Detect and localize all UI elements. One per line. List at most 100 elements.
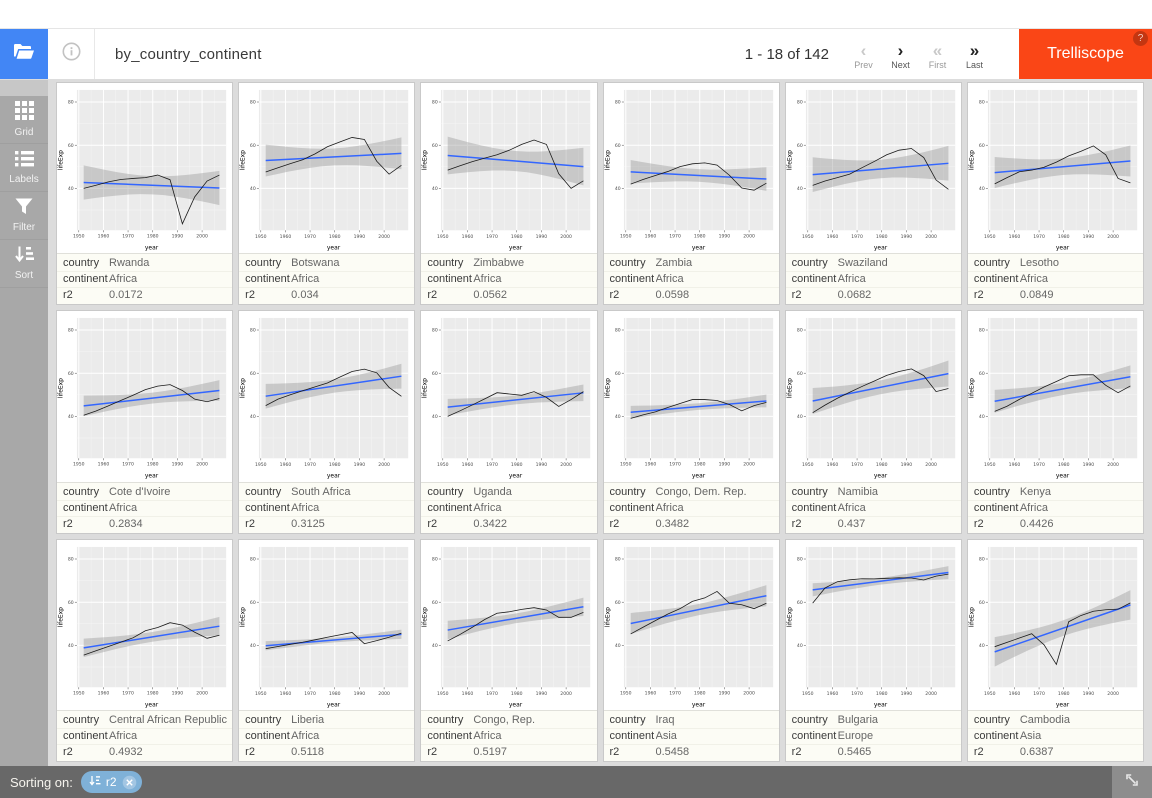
panel-label-row: r2 0.0682	[786, 288, 961, 303]
panel-label-value: 0.034	[291, 289, 319, 302]
panel-label-key: country	[427, 713, 464, 726]
svg-text:year: year	[874, 245, 888, 252]
panel-label-value: 0.0682	[837, 289, 872, 302]
panel-label-value: Rwanda	[109, 257, 150, 270]
svg-text:lifeExp: lifeExp	[968, 150, 975, 170]
panel-labels: country Rwanda continent Africa r2 0.0172	[57, 253, 233, 305]
panel-labels: country Swaziland continent Africa r2 0.0682	[785, 253, 961, 305]
panel-label-value: 0.4932	[109, 745, 143, 758]
panel-label-value: Africa	[291, 729, 320, 742]
open-display-button[interactable]	[0, 29, 48, 79]
panel-label-row: country Lesotho	[967, 256, 1143, 273]
panel-label-value: 0.4426	[1019, 517, 1054, 530]
svg-text:80: 80	[250, 100, 256, 106]
sidebar-item-grid[interactable]: Grid	[0, 96, 48, 144]
svg-text:40: 40	[979, 186, 985, 192]
panel-grid: 1950 1960 1970 1980 1990 2000 40 60 80 year lifeEx…	[56, 82, 1144, 762]
panel-label-row: continent Africa	[785, 272, 961, 289]
panel-label-row: continent Africa	[785, 501, 961, 517]
panel-label-value: 0.5118	[291, 745, 324, 758]
panel-label-key: continent	[609, 273, 655, 286]
panel-label-row: r2 0.5197	[421, 745, 596, 760]
sidebar-item-labels[interactable]: Labels	[0, 144, 48, 192]
svg-text:80: 80	[614, 100, 620, 106]
nav-prev-button[interactable]: ‹ Prev	[845, 39, 882, 70]
svg-text:1990: 1990	[536, 690, 548, 696]
svg-text:60: 60	[68, 600, 74, 606]
svg-text:80: 80	[614, 328, 620, 334]
panel-label-key: r2	[973, 517, 984, 530]
panel-plot: 1950 1960 1970 1980 1990 2000 40 60 80 year lifeEx…	[239, 311, 414, 480]
info-icon	[62, 42, 81, 66]
panel-label-row: continent Africa	[239, 729, 415, 745]
sidebar-spacer	[0, 80, 48, 96]
svg-text:1970: 1970	[487, 462, 499, 468]
panel-label-key: country	[245, 257, 282, 270]
panel-label-value: Congo, Dem. Rep.	[655, 485, 747, 498]
svg-text:60: 60	[797, 600, 803, 606]
svg-text:1960: 1960	[462, 462, 474, 468]
svg-text:1970: 1970	[487, 234, 499, 240]
panel-label-key: continent	[791, 501, 837, 514]
svg-text:80: 80	[979, 556, 985, 562]
svg-text:1960: 1960	[1008, 234, 1020, 240]
remove-sort-icon[interactable]	[122, 775, 137, 790]
help-badge[interactable]: ?	[1133, 31, 1148, 46]
svg-text:2000: 2000	[378, 234, 390, 240]
panel-card: 1950 1960 1970 1980 1990 2000 40 60 80 year lifeEx…	[56, 82, 234, 306]
svg-text:lifeExp: lifeExp	[57, 378, 64, 398]
svg-text:60: 60	[250, 143, 256, 149]
trelliscope-button[interactable]: Trelliscope ?	[1019, 29, 1152, 79]
svg-text:1970: 1970	[1033, 234, 1045, 240]
sort-chip-r2[interactable]: r2	[80, 771, 142, 793]
panel-card: 1950 1960 1970 1980 1990 2000 40 60 80 year lifeEx…	[784, 538, 962, 762]
svg-text:40: 40	[68, 414, 74, 420]
panel-label-key: continent	[427, 501, 472, 514]
panel-label-value: 0.437	[837, 517, 866, 530]
svg-text:60: 60	[979, 371, 985, 377]
svg-text:80: 80	[250, 328, 256, 334]
panel-label-row: continent Africa	[239, 501, 415, 517]
panel-labels: country Liberia continent Africa r2 0.5118	[239, 709, 415, 761]
panel-label-row: country Rwanda	[57, 256, 233, 273]
panel-label-value: South Africa	[291, 485, 351, 498]
panel-label-row: continent Africa	[967, 501, 1143, 517]
sidebar-item-label: Grid	[14, 127, 34, 138]
svg-text:lifeExp: lifeExp	[604, 378, 611, 398]
display-info-button[interactable]	[48, 29, 95, 79]
svg-text:1980: 1980	[511, 690, 523, 696]
svg-text:1990: 1990	[900, 462, 912, 468]
sidebar-item-filter[interactable]: Filter	[0, 192, 48, 240]
svg-text:lifeExp: lifeExp	[604, 606, 611, 626]
svg-text:1990: 1990	[172, 234, 184, 240]
nav-last-button[interactable]: » Last	[956, 39, 993, 70]
panel-label-row: country South Africa	[239, 485, 415, 501]
panel-label-key: continent	[973, 729, 1019, 742]
nav-first-button[interactable]: «First	[919, 39, 956, 70]
panel-label-key: country	[791, 485, 828, 498]
sidebar-item-label: Labels	[9, 174, 39, 185]
panel-label-value: Africa	[291, 273, 320, 286]
panel-label-value: Swaziland	[837, 257, 888, 270]
svg-text:1960: 1960	[826, 234, 838, 240]
svg-text:lifeExp: lifeExp	[786, 606, 793, 626]
panel-label-row: country Iraq	[603, 713, 779, 729]
sort-chip-field: r2	[105, 775, 117, 789]
svg-text:40: 40	[614, 643, 620, 649]
panel-plot: 1950 1960 1970 1980 1990 2000 40 60 80 year lifeEx…	[57, 311, 232, 480]
sidebar-item-sort[interactable]: Sort	[0, 240, 48, 288]
svg-text:2000: 2000	[925, 234, 937, 240]
panel-label-key: r2	[791, 517, 802, 530]
svg-text:lifeExp: lifeExp	[240, 606, 247, 626]
fullscreen-icon	[1124, 772, 1140, 793]
svg-text:2000: 2000	[1107, 690, 1119, 696]
nav-next-button[interactable]: › Next	[882, 39, 919, 70]
svg-text:year: year	[509, 245, 523, 252]
svg-text:60: 60	[797, 371, 803, 377]
svg-text:2000: 2000	[1107, 234, 1119, 240]
svg-text:1980: 1980	[693, 234, 705, 240]
panel-label-row: r2 0.6387	[968, 745, 1143, 760]
fullscreen-button[interactable]	[1112, 766, 1152, 798]
svg-text:60: 60	[614, 371, 620, 377]
svg-text:1980: 1980	[876, 234, 888, 240]
